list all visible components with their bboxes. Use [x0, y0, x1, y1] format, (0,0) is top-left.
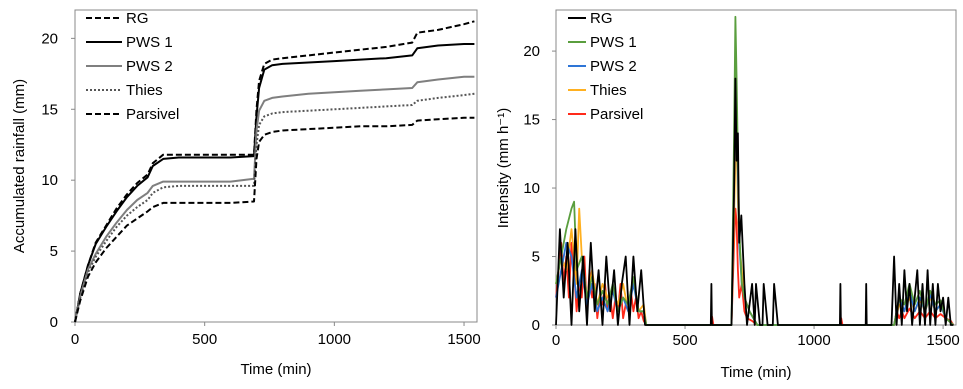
y-tick-label: 0: [532, 317, 540, 334]
y-axis-label: Intensity (mm h⁻¹): [495, 108, 512, 228]
x-tick-label: 500: [192, 331, 217, 348]
y-tick-label: 15: [523, 112, 540, 129]
y-tick-label: 15: [41, 101, 58, 118]
y-tick-label: 5: [50, 243, 58, 260]
series-lines: [74, 20, 475, 323]
y-tick-label: 5: [532, 249, 540, 266]
y-axis-label: Accumulated rainfall (mm): [11, 79, 28, 253]
legend-label: PWS 1: [126, 34, 173, 51]
accumulated-rainfall-chart: 0 500 1000 1500 0 5 10 15 20 RG PWS 1 PWS 2 Thies Pa…: [11, 9, 481, 378]
legend: RG PWS 1 PWS 2 Thies Parsivel: [568, 10, 643, 123]
y-tick-label: 10: [41, 172, 58, 189]
tick-labels: 0 500 1000 1500 0 5 10 15 20: [523, 43, 959, 349]
y-tick-label: 0: [50, 314, 58, 331]
x-tick-label: 1000: [797, 332, 830, 349]
legend-label: PWS 2: [590, 58, 637, 75]
x-tick-label: 1500: [447, 331, 480, 348]
series-line-pws-1: [74, 43, 475, 323]
series-line-rg: [555, 77, 954, 326]
x-tick-label: 1000: [318, 331, 351, 348]
x-tick-label: 500: [673, 332, 698, 349]
series-line-thies: [74, 92, 475, 323]
legend-label: Thies: [590, 82, 627, 99]
legend-label: RG: [590, 10, 613, 27]
legend-label: Parsivel: [590, 106, 643, 123]
legend: RG PWS 1 PWS 2 Thies Parsivel: [86, 10, 179, 123]
intensity-chart: 0 500 1000 1500 0 5 10 15 20 RG PWS 1 PWS 2 Thies Pa…: [495, 9, 960, 381]
series-line-rg: [74, 20, 475, 323]
legend-label: RG: [126, 10, 149, 27]
legend-label: PWS 2: [126, 58, 173, 75]
legend-label: Thies: [126, 82, 163, 99]
y-tick-label: 20: [523, 43, 540, 60]
legend-label: PWS 1: [590, 34, 637, 51]
x-axis-label: Time (min): [240, 361, 311, 378]
plot-frame: [74, 9, 478, 323]
x-tick-label: 0: [552, 332, 560, 349]
series-lines: [555, 15, 955, 326]
tick-labels: 0 500 1000 1500 0 5 10 15 20: [41, 30, 480, 348]
legend-label: Parsivel: [126, 106, 179, 123]
y-tick-label: 20: [41, 30, 58, 47]
y-tick-label: 10: [523, 180, 540, 197]
x-axis-label: Time (min): [720, 364, 791, 381]
x-tick-label: 0: [71, 331, 79, 348]
x-tick-label: 1500: [926, 332, 959, 349]
series-line-parsivel: [74, 116, 475, 323]
